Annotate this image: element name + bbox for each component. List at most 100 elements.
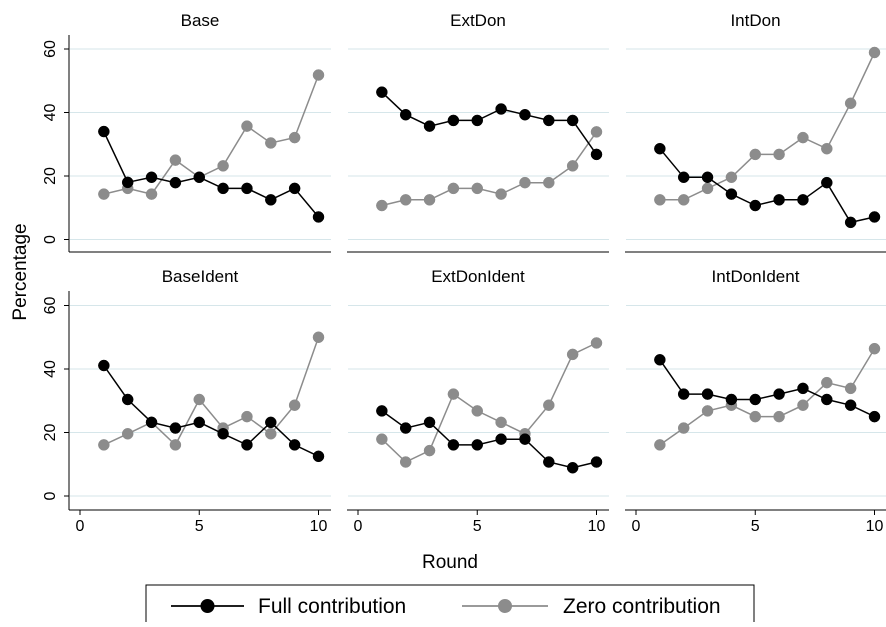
data-point-full [145,416,158,429]
data-point-full [566,114,579,127]
y-tick-label: 20 [42,167,59,185]
series-line-zero [381,342,597,463]
x-tick-label: 5 [195,518,204,535]
data-point-zero [773,148,785,161]
data-point-full [773,194,785,206]
x-tick-label: 0 [354,518,363,535]
data-point-full [821,176,833,189]
data-point-zero [773,410,785,423]
data-point-full [423,120,436,132]
data-point-zero [725,171,738,184]
data-point-full [288,182,301,195]
legend-items: Full contribution Zero contribution [171,595,721,618]
panel-title: BaseIdent [162,267,239,286]
series-line-full [103,131,320,218]
legend-item-full: Full contribution [171,595,406,618]
panel-intdonident: IntDonIdent 0 5 10 [625,267,886,535]
data-point-full [241,439,253,451]
data-point-full [797,382,809,395]
x-tick-label: 10 [310,518,328,535]
data-point-full [288,439,301,451]
data-point-full [265,194,277,206]
data-point-full [121,393,134,406]
data-point-full [543,114,555,127]
data-point-full [495,103,507,115]
data-point-zero [701,182,714,195]
data-point-full [376,86,388,98]
data-point-full [98,359,110,372]
y-tick-label: 0 [42,235,59,244]
data-point-full [423,416,436,429]
data-point-full [471,439,483,451]
series-line-full [381,410,597,469]
panel-baseident: BaseIdent 0 20 40 60 0 5 10 [42,267,331,535]
data-point-zero [797,131,809,144]
data-point-full [566,461,579,474]
data-point-full [312,450,325,463]
data-point-zero [447,388,460,400]
data-point-zero [543,399,555,411]
legend: Full contribution Zero contribution [145,584,755,627]
series-line-zero [659,348,876,446]
data-point-zero [241,410,253,423]
y-tick-label: 40 [42,104,59,122]
legend-box [145,584,755,627]
data-point-full [844,216,857,229]
y-tick-label: 0 [42,491,59,500]
data-point-zero [749,410,761,423]
data-point-full [376,405,388,417]
data-point-full [543,456,555,468]
data-point-full [654,142,666,155]
data-point-zero [312,69,325,81]
series-line-zero [659,52,876,201]
data-point-full [447,439,460,451]
data-point-full [169,422,182,434]
data-point-zero [519,176,531,189]
data-point-zero [566,160,579,172]
data-point-full [217,182,229,195]
data-point-zero [98,439,110,451]
data-point-zero [566,348,579,361]
panel-title: IntDonIdent [712,267,800,286]
data-point-zero [265,137,277,149]
data-point-full [447,114,460,127]
data-point-zero [376,433,388,445]
data-point-full [193,416,205,429]
panels-layer: Base 0 20 40 60 ExtDon IntDon BaseIdent 0 20 40 60 0… [42,11,886,535]
data-point-zero [169,439,182,451]
panel-extdonident: ExtDonIdent 0 5 10 [347,267,609,535]
data-point-zero [654,194,666,206]
panel-title: Base [181,11,220,30]
data-point-zero [749,148,761,161]
data-point-full [217,428,229,440]
data-point-zero [399,194,412,206]
data-point-zero [543,176,555,189]
y-tick-label: 60 [42,40,59,58]
legend-marker [200,599,215,613]
data-point-full [844,399,857,411]
data-point-zero [495,416,507,429]
series-line-full [381,91,598,155]
x-tick-label: 5 [751,518,760,535]
data-point-zero [312,331,325,343]
data-point-zero [701,405,714,417]
data-point-full [590,456,603,468]
x-tick-label: 10 [866,518,884,535]
data-point-zero [193,393,205,406]
data-point-zero [447,182,460,195]
data-point-zero [169,154,182,166]
legend-label: Full contribution [258,595,406,618]
data-point-full [654,354,666,366]
data-point-zero [288,131,301,144]
data-point-zero [423,194,436,206]
data-point-zero [590,337,603,349]
data-point-zero [495,188,507,200]
series-line-full [103,365,319,457]
data-point-full [495,433,507,445]
data-point-zero [471,182,483,195]
data-point-full [312,211,325,223]
series-line-zero [103,74,320,195]
data-point-zero [677,422,690,434]
data-point-full [677,171,690,184]
data-point-full [749,199,761,212]
